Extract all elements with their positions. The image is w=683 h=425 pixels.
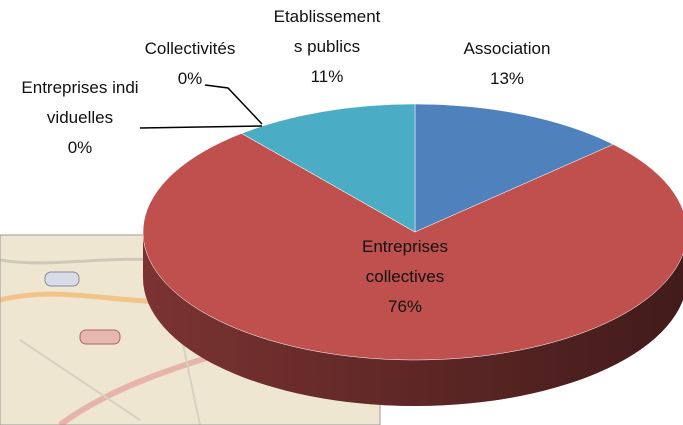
value-label: 13%: [437, 64, 577, 94]
value-label: 11%: [271, 62, 383, 92]
value-label: 76%: [330, 292, 480, 322]
category-label: Etablissements publics: [271, 2, 383, 62]
category-label: Entreprises individuelles: [18, 73, 143, 133]
value-label: 0%: [125, 64, 255, 94]
leader-line: [140, 126, 262, 128]
page: Association13% Entreprises collectives76%…: [0, 0, 683, 425]
category-label: Collectivités: [125, 34, 255, 64]
category-label: Entreprises collectives: [330, 232, 480, 292]
value-label: 0%: [18, 133, 143, 163]
category-label: Association: [437, 34, 577, 64]
